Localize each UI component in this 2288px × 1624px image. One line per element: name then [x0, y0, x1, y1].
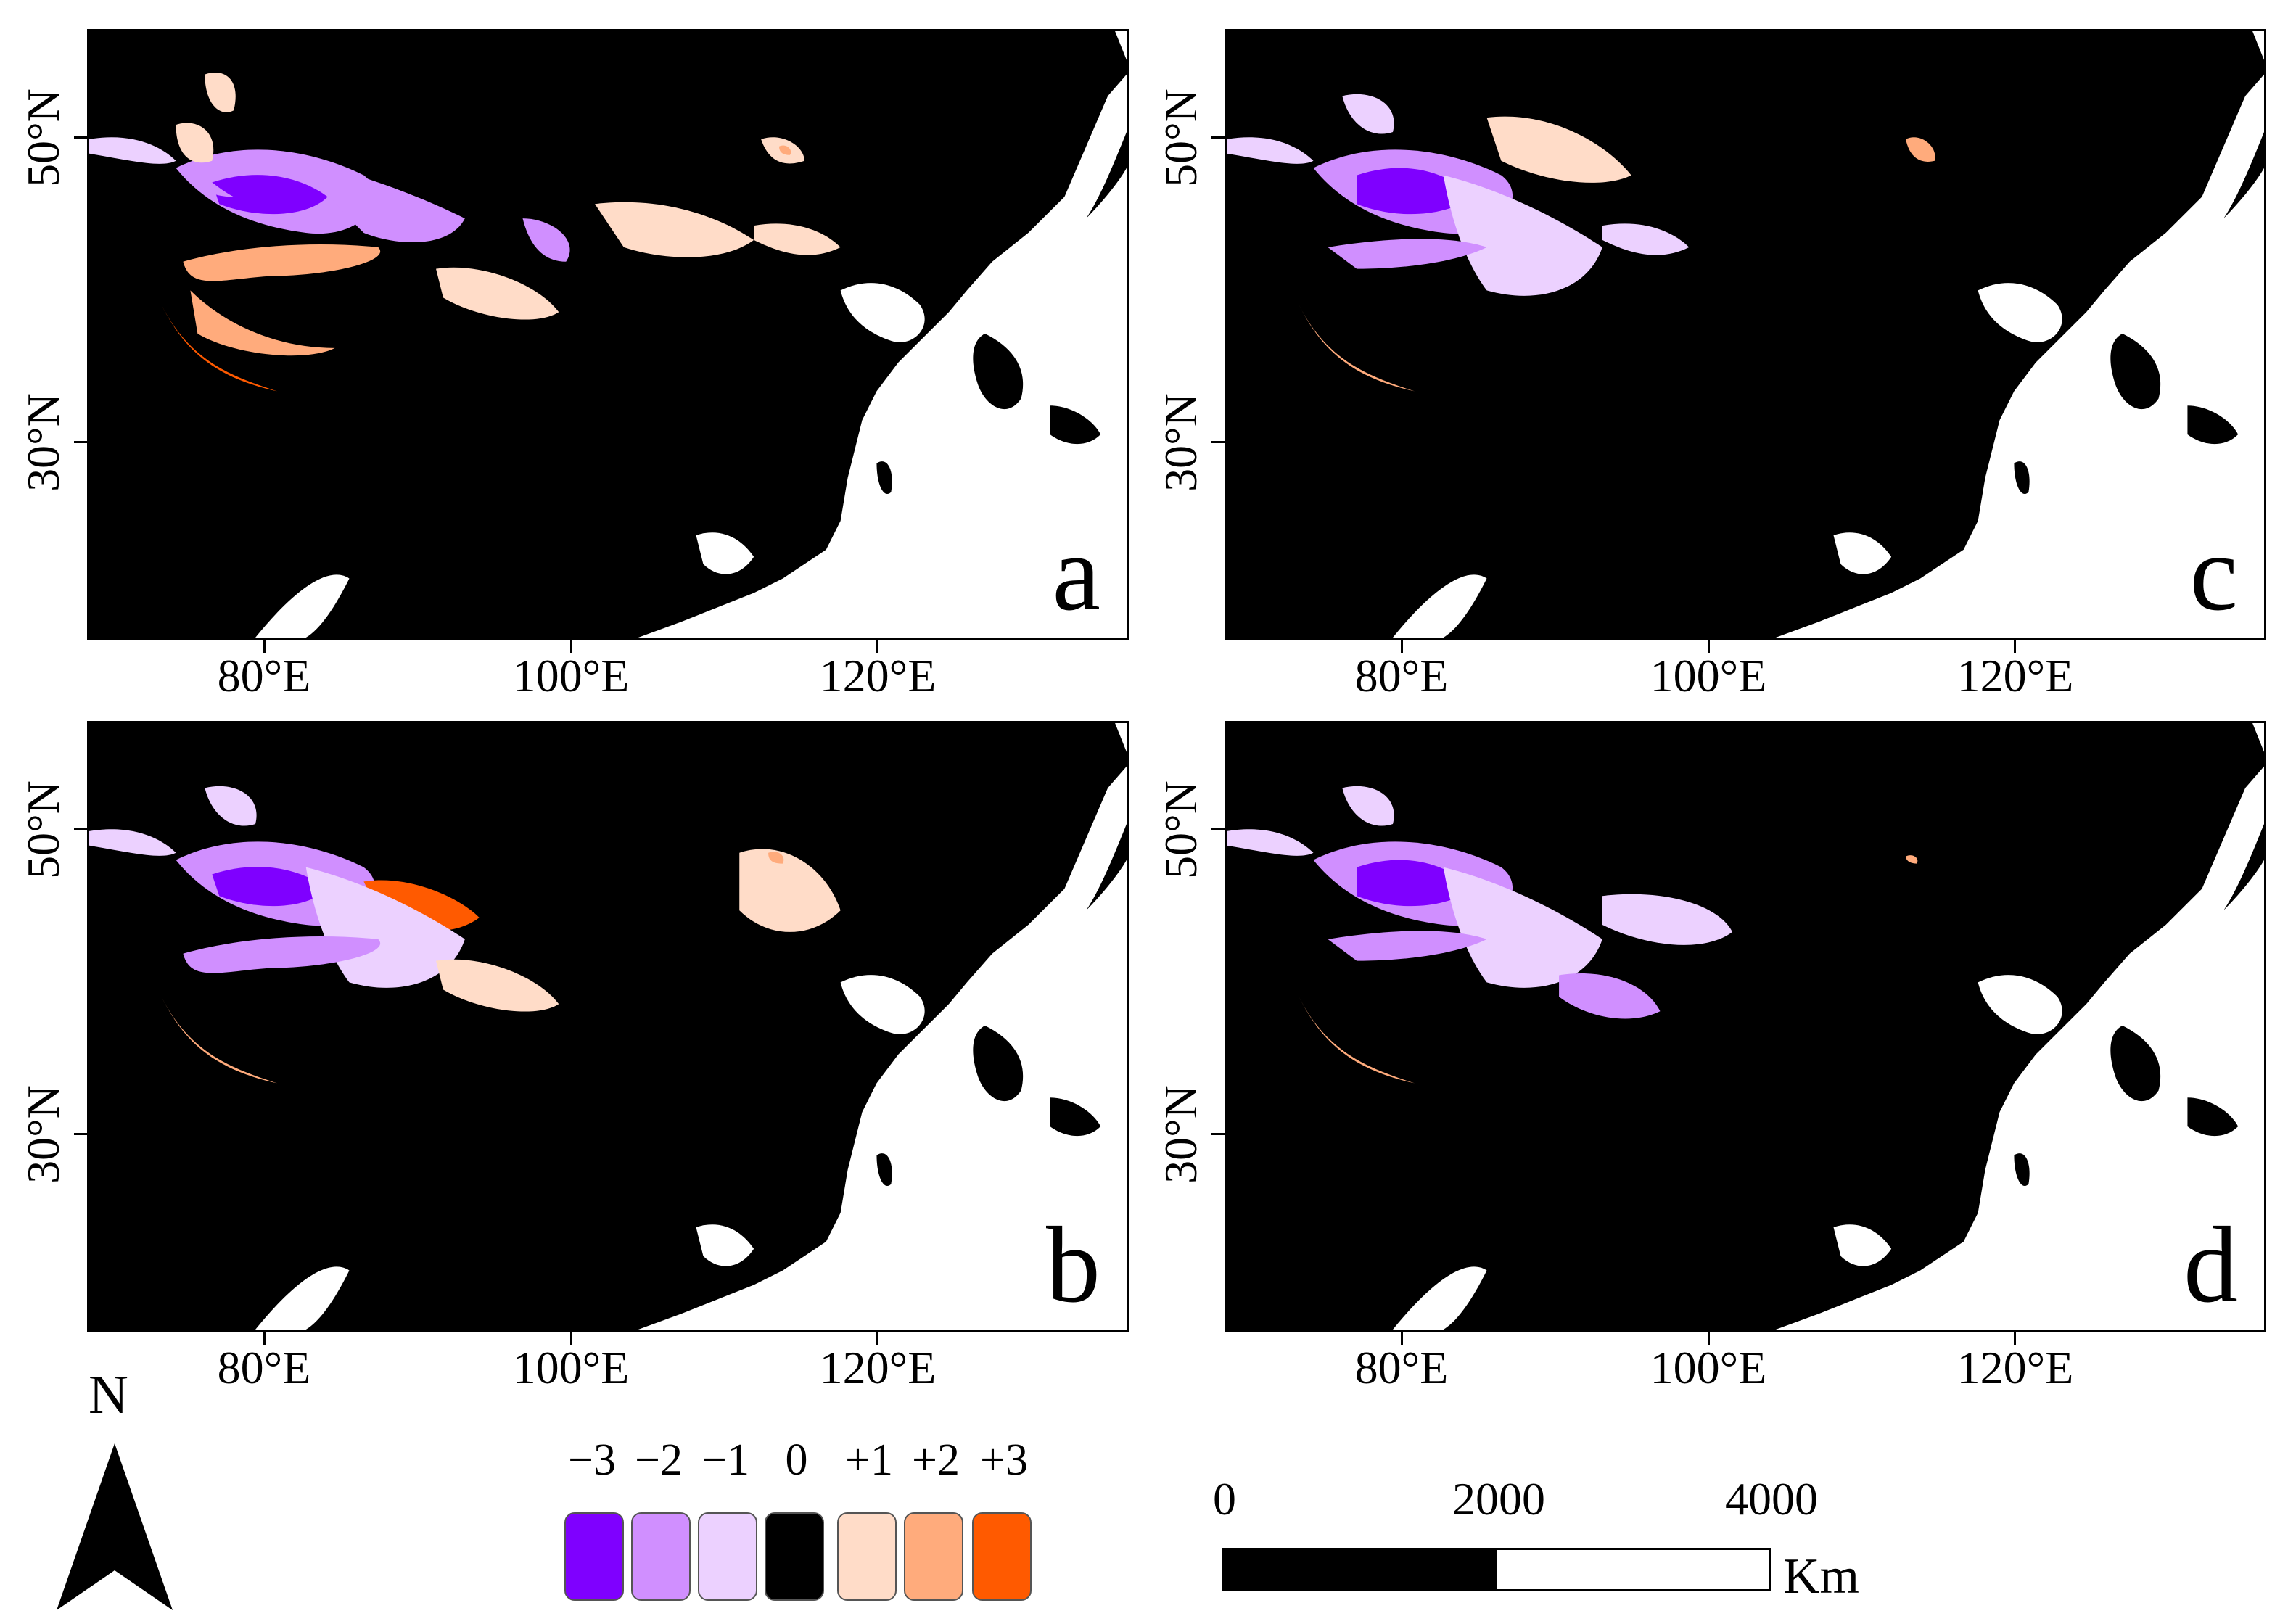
legend-swatch [631, 1512, 691, 1601]
y-tick-label: 50°N [1155, 780, 1206, 879]
x-tick-mark [263, 1332, 266, 1345]
x-tick-label: 120°E [819, 650, 937, 701]
y-tick-mark [74, 441, 87, 443]
x-tick-label: 120°E [819, 1342, 937, 1393]
legend-labels: −3 −2 −1 0 +1 +2 +3 [550, 1435, 1043, 1485]
y-tick-mark [1211, 1133, 1225, 1135]
x-tick-mark [1401, 640, 1403, 653]
x-tick-label: 120°E [1956, 650, 2074, 701]
legend-label: −1 [701, 1435, 749, 1485]
scale-unit: Km [1783, 1549, 1859, 1604]
x-tick-mark [570, 1332, 572, 1345]
y-tick-label: 30°N [1155, 393, 1206, 492]
map-d [1227, 723, 2264, 1330]
scale-bar [1222, 1548, 1771, 1591]
x-tick-mark [1708, 640, 1710, 653]
y-tick-mark [1211, 441, 1225, 443]
change-patches-d [1227, 786, 1918, 1084]
y-tick-label: 30°N [1155, 1085, 1206, 1184]
y-tick-label: 50°N [17, 88, 69, 187]
x-tick-label: 80°E [217, 650, 311, 701]
x-tick-label: 100°E [512, 1342, 630, 1393]
legend-label: +1 [845, 1435, 893, 1485]
y-tick-mark [1211, 828, 1225, 830]
x-tick-label: 80°E [1354, 650, 1449, 701]
map-panel-d: d [1225, 721, 2266, 1332]
legend-label: −3 [568, 1435, 616, 1485]
x-tick-mark [2014, 1332, 2016, 1345]
north-arrow-icon [57, 1443, 173, 1610]
change-patches-a [89, 73, 841, 392]
legend-label: 0 [785, 1435, 808, 1485]
y-tick-label: 50°N [17, 780, 69, 879]
map-a [89, 31, 1127, 638]
y-tick-label: 30°N [17, 1085, 69, 1184]
x-tick-mark [2014, 640, 2016, 653]
y-tick-mark [1211, 136, 1225, 139]
map-panel-c: c [1225, 29, 2266, 640]
y-tick-label: 50°N [1155, 88, 1206, 187]
legend-label: +2 [912, 1435, 960, 1485]
north-label: N [89, 1364, 128, 1425]
x-tick-label: 80°E [217, 1342, 311, 1393]
x-tick-mark [263, 640, 266, 653]
map-b [89, 723, 1127, 1330]
x-tick-label: 80°E [1354, 1342, 1449, 1393]
y-tick-mark [74, 828, 87, 830]
panel-letter-d: d [2184, 1205, 2238, 1325]
map-c [1227, 31, 2264, 638]
legend-swatch [904, 1512, 963, 1601]
x-tick-label: 100°E [1650, 650, 1767, 701]
scale-label: 0 [1213, 1473, 1236, 1525]
scale-label: 4000 [1725, 1473, 1818, 1525]
legend-swatch [564, 1512, 624, 1601]
legend-swatch [765, 1512, 824, 1601]
x-tick-mark [1401, 1332, 1403, 1345]
legend-swatch [972, 1512, 1032, 1601]
x-tick-mark [876, 1332, 878, 1345]
legend-swatch [698, 1512, 757, 1601]
change-patches-b [89, 786, 841, 1084]
scale-bar-black-segment [1224, 1550, 1497, 1589]
scale-bar-white-segment [1497, 1550, 1769, 1589]
map-panel-b: b [87, 721, 1129, 1332]
scale-label: 2000 [1452, 1473, 1545, 1525]
x-tick-mark [876, 640, 878, 653]
panel-letter-c: c [2189, 513, 2238, 633]
y-tick-label: 30°N [17, 393, 69, 492]
x-tick-label: 100°E [1650, 1342, 1767, 1393]
panel-letter-a: a [1052, 513, 1100, 633]
y-tick-mark [74, 1133, 87, 1135]
x-tick-label: 120°E [1956, 1342, 2074, 1393]
x-tick-mark [1708, 1332, 1710, 1345]
y-tick-mark [74, 136, 87, 139]
x-tick-label: 100°E [512, 650, 630, 701]
legend-swatch [837, 1512, 897, 1601]
legend-label: −2 [635, 1435, 683, 1485]
legend-label: +3 [980, 1435, 1028, 1485]
map-panel-a: a [87, 29, 1129, 640]
x-tick-mark [570, 640, 572, 653]
change-patches-c [1227, 94, 1935, 392]
panel-letter-b: b [1046, 1205, 1100, 1325]
